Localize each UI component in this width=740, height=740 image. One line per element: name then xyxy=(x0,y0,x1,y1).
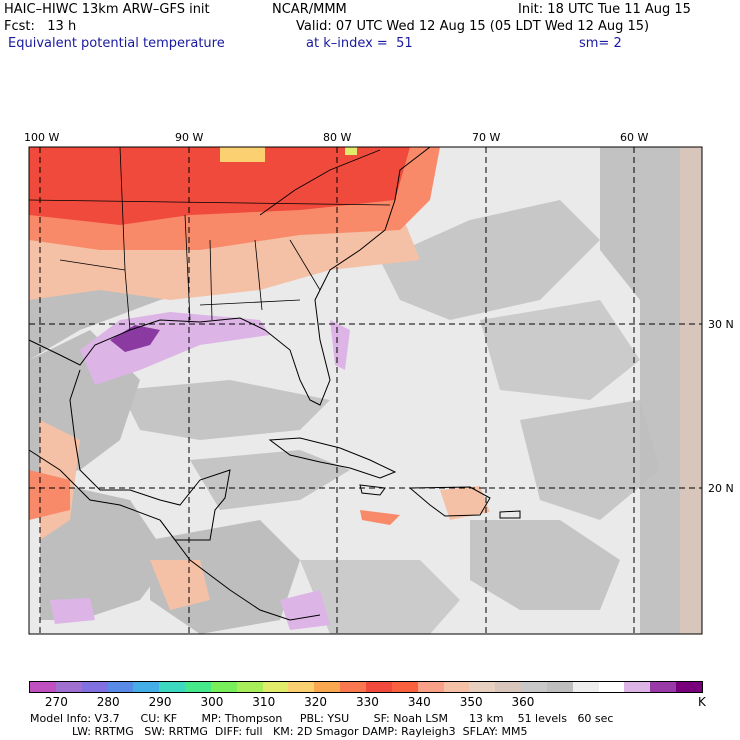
lon-label-60w: 60 W xyxy=(620,131,649,144)
lat-label-20n: 20 N xyxy=(708,482,734,495)
colorbar-label: 340 xyxy=(407,695,431,709)
colorbar-label: 270 xyxy=(44,695,68,709)
lon-label-90w: 90 W xyxy=(175,131,204,144)
colorbar-swatch xyxy=(210,682,237,692)
colorbar-swatch xyxy=(598,682,625,692)
organization: NCAR/MMM xyxy=(272,2,347,17)
colorbar xyxy=(29,681,703,693)
colorbar-swatch xyxy=(417,682,444,692)
forecast-hour: Fcst: 13 h xyxy=(4,19,77,34)
colorbar-swatch xyxy=(236,682,263,692)
colorbar-label: 350 xyxy=(459,695,483,709)
hot-field xyxy=(29,147,410,225)
init-time: Init: 18 UTC Tue 11 Aug 15 xyxy=(518,2,691,17)
map-frame xyxy=(28,146,703,635)
colorbar-swatch xyxy=(81,682,108,692)
colorbar-swatch xyxy=(365,682,392,692)
colorbar-swatch xyxy=(159,682,186,692)
colorbar-swatch xyxy=(572,682,599,692)
coastlines xyxy=(28,146,521,621)
tan-strip xyxy=(680,147,702,634)
colorbar-label: 320 xyxy=(304,695,328,709)
colorbar-label: 360 xyxy=(511,695,535,709)
colorbar-swatch xyxy=(676,682,702,692)
colorbar-swatch xyxy=(55,682,82,692)
lon-label-100w: 100 W xyxy=(24,131,60,144)
graticule xyxy=(29,147,702,634)
colorbar-swatch xyxy=(546,682,573,692)
purple-core xyxy=(110,325,160,352)
colorbar-swatch xyxy=(107,682,134,692)
colorbar-swatch xyxy=(650,682,677,692)
colorbar-label: 300 xyxy=(200,695,224,709)
lon-label-80w: 80 W xyxy=(323,131,352,144)
colorbar-swatch xyxy=(624,682,651,692)
colorbar-swatch xyxy=(133,682,160,692)
colorbar-swatch xyxy=(391,682,418,692)
lon-label-70w: 70 W xyxy=(472,131,501,144)
model-info-line2: LW: RRTMG SW: RRTMG DIFF: full KM: 2D Sm… xyxy=(30,725,528,738)
colorbar-swatch xyxy=(314,682,341,692)
model-title: HAIC–HIWC 13km ARW–GFS init xyxy=(4,2,210,17)
lat-label-30n: 30 N xyxy=(708,318,734,331)
orange-patch xyxy=(220,147,265,162)
colorbar-swatch xyxy=(262,682,289,692)
colorbar-swatch xyxy=(521,682,547,692)
yellow-patch xyxy=(345,147,357,155)
smoothing-info: sm= 2 xyxy=(579,36,622,51)
colorbar-swatch xyxy=(288,682,315,692)
field-name: Equivalent potential temperature xyxy=(8,36,225,51)
colorbar-swatch xyxy=(185,682,211,692)
level-info: at k–index = 51 xyxy=(306,36,413,51)
colorbar-swatch xyxy=(30,682,56,692)
colorbar-label: 290 xyxy=(148,695,172,709)
colorbar-swatch xyxy=(495,682,522,692)
colorbar-swatch xyxy=(469,682,496,692)
colorbar-label: K xyxy=(698,695,706,709)
colorbar-swatch xyxy=(340,682,366,692)
colorbar-label: 280 xyxy=(96,695,120,709)
colorbar-label: 310 xyxy=(252,695,276,709)
valid-time: Valid: 07 UTC Wed 12 Aug 15 (05 LDT Wed … xyxy=(296,19,650,34)
model-info-line1: Model Info: V3.7 CU: KF MP: Thompson PBL… xyxy=(30,712,614,725)
colorbar-swatch xyxy=(443,682,470,692)
colorbar-label: 330 xyxy=(356,695,379,709)
